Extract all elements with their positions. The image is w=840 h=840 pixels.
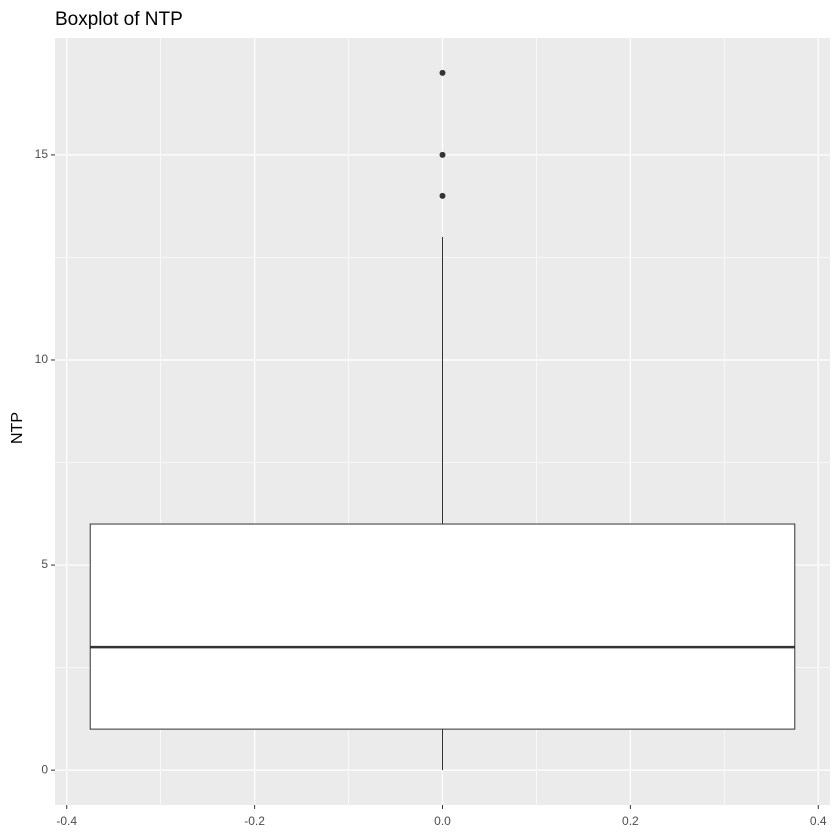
chart-title: Boxplot of NTP	[55, 9, 183, 30]
outlier	[439, 69, 446, 76]
outlier	[439, 192, 446, 199]
y-tick-label: 10	[35, 352, 49, 366]
x-tick-label: -0.2	[244, 814, 265, 828]
x-tick-label: 0.4	[810, 814, 827, 828]
y-tick-label: 15	[35, 147, 49, 161]
y-axis-label: NTP	[9, 412, 26, 444]
box	[89, 523, 796, 730]
y-tick-label: 0	[41, 762, 48, 776]
y-tick-label: 5	[41, 557, 48, 571]
x-tick-label: -0.4	[56, 814, 77, 828]
outlier	[439, 151, 446, 158]
x-tick-label: 0.2	[622, 814, 639, 828]
x-tick-label: 0.0	[434, 814, 451, 828]
